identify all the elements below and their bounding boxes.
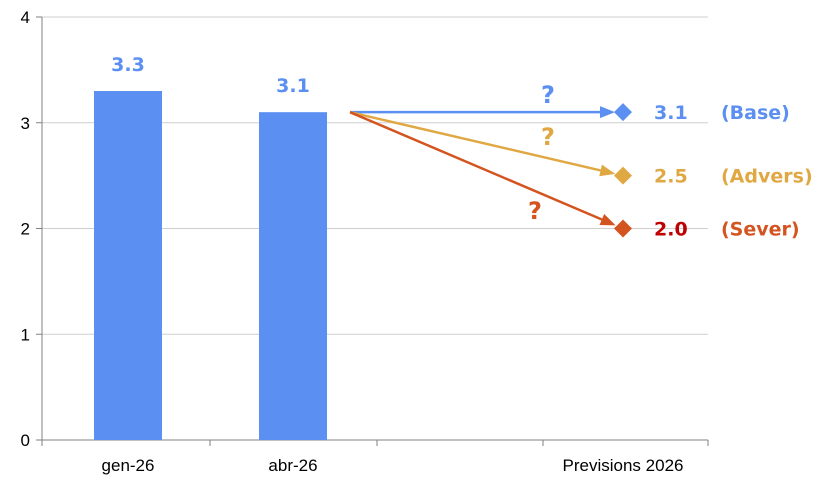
bar-value-label: 3.3: [111, 54, 145, 76]
bars: 3.3 3.1: [94, 54, 327, 441]
y-tick-label: 1: [21, 325, 30, 344]
x-category-label: gen-26: [102, 456, 155, 475]
scenario-diamond-marker: [614, 166, 632, 185]
y-tick-label: 0: [21, 431, 30, 450]
scenario-name-label: (Base): [721, 102, 790, 124]
scenario-value-label: 2.5: [654, 166, 688, 188]
x-category-label: abr-26: [268, 456, 317, 475]
scenario-value-label: 2.0: [654, 219, 688, 241]
scenario-value-label: 3.1: [654, 102, 688, 124]
scenario-arrow-head: [599, 213, 616, 226]
x-axis-categories: gen-26 abr-26 Previsions 2026: [102, 456, 684, 475]
scenario-arrow-head: [600, 106, 615, 119]
y-tick-label: 3: [21, 114, 30, 133]
scenario-question-mark: ?: [528, 197, 542, 225]
bar-value-label: 3.1: [276, 75, 310, 97]
scenario-question-mark: ?: [541, 123, 555, 151]
y-tick-label: 4: [21, 8, 30, 27]
scenario-arrow-line: [349, 111, 603, 221]
y-tick-label: 2: [21, 220, 30, 239]
scenario-question-mark: ?: [541, 81, 555, 109]
x-category-label: Previsions 2026: [563, 456, 684, 475]
scenario-name-label: (Sever): [721, 219, 800, 241]
y-axis-ticks: 0 1 2 3 4: [21, 8, 30, 450]
scenario-diamond-marker: [614, 219, 632, 238]
scenario-arrow-head: [599, 164, 616, 177]
scenario-diamond-marker: [614, 103, 632, 122]
bar-abr-26: [259, 112, 327, 441]
scenario-arrow-line: [349, 110, 601, 172]
scenarios: ? 3.1 (Base)? 2.5 (Advers)? 2.0 (Sever): [349, 81, 813, 241]
bar-gen-26: [94, 91, 162, 441]
scenario-name-label: (Advers): [721, 166, 813, 188]
